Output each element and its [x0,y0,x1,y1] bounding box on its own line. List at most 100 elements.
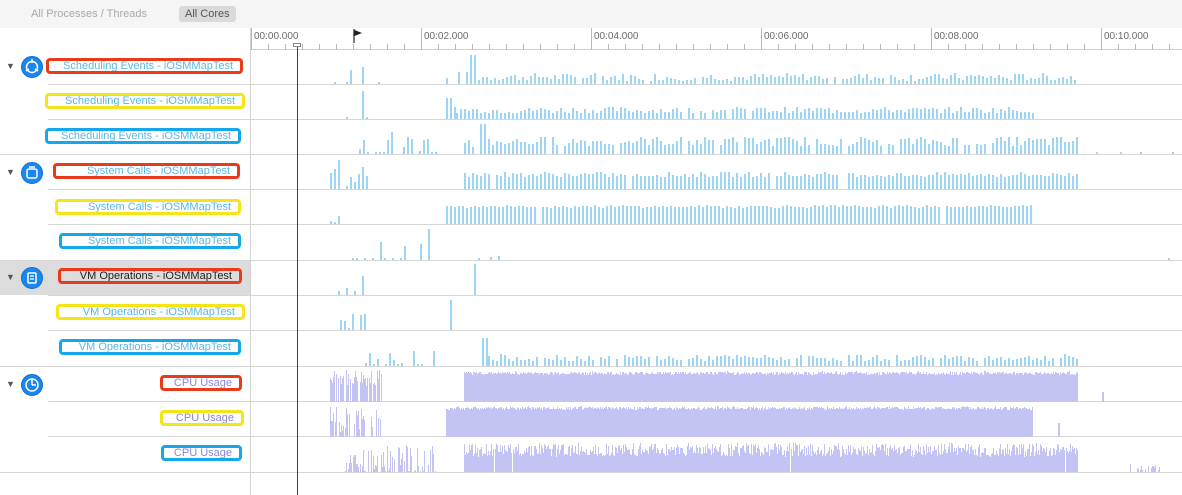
event-bar [1026,80,1028,84]
disclosure-triangle-icon[interactable]: ▼ [6,167,15,177]
cpu-sample [849,451,850,472]
cpu-sample [824,444,825,472]
track-row[interactable]: ▼ Scheduling Events - iOSMMapTest [0,50,1182,85]
track-row[interactable]: CPU Usage [0,437,1182,473]
cpu-sample [517,373,518,402]
event-bar [552,136,554,154]
track-row[interactable]: Scheduling Events - iOSMMapTest [0,120,1182,155]
disclosure-triangle-icon[interactable]: ▼ [6,272,15,282]
cpu-sample [457,407,458,437]
event-bar [688,359,690,366]
cpu-sample [725,407,726,437]
event-bar [880,109,882,119]
cpu-sample [992,452,993,472]
cpu-sample [515,408,516,437]
cpu-sample [1008,409,1009,437]
cpu-sample [478,408,479,437]
event-track[interactable] [251,52,1182,84]
event-track[interactable] [251,227,1182,260]
track-label[interactable]: VM Operations - iOSMMapTest [58,268,242,284]
track-row[interactable]: Scheduling Events - iOSMMapTest [0,85,1182,120]
track-label[interactable]: VM Operations - iOSMMapTest [59,339,241,355]
cpu-sample [490,406,491,437]
cpu-track[interactable] [251,368,1182,402]
cpu-sample [680,371,681,402]
cpu-sample [693,373,694,402]
cpu-sample [764,373,765,402]
cpu-sample [486,373,487,402]
track-label[interactable]: Scheduling Events - iOSMMapTest [45,93,245,109]
playhead-handle[interactable] [293,43,301,47]
event-bar [596,140,598,154]
event-track[interactable] [251,192,1182,224]
cpu-sample [545,372,546,402]
event-bar [624,141,626,154]
event-bar [338,159,340,189]
track-row[interactable]: VM Operations - iOSMMapTest [0,331,1182,367]
all-cores-scope-button[interactable]: All Cores [179,6,236,22]
cpu-sample [527,452,528,472]
track-label[interactable]: CPU Usage [160,375,242,391]
event-bar [1014,73,1016,84]
cpu-sample [773,371,774,402]
event-track[interactable] [251,262,1182,295]
playhead[interactable] [297,44,298,495]
track-row[interactable]: ▼ System Calls - iOSMMapTest [0,155,1182,190]
cpu-sample [950,371,951,402]
event-track[interactable] [251,157,1182,189]
cpu-sample [1076,371,1077,402]
cpu-sample [1152,466,1153,472]
disclosure-triangle-icon[interactable]: ▼ [6,379,15,389]
cpu-sample [1020,373,1021,402]
track-label[interactable]: CPU Usage [160,410,244,426]
track-label[interactable]: VM Operations - iOSMMapTest [56,304,245,320]
track-label[interactable]: System Calls - iOSMMapTest [53,163,240,179]
cpu-sample [880,449,881,472]
cpu-sample [1006,406,1007,437]
event-track[interactable] [251,122,1182,154]
event-bar [584,141,586,154]
event-track[interactable] [251,87,1182,119]
event-bar [712,176,714,189]
cpu-sample [516,447,517,472]
cpu-sample [528,372,529,402]
cpu-sample [975,408,976,437]
cpu-sample [715,446,716,472]
event-bar [546,206,548,224]
sidebar-divider[interactable] [250,28,251,495]
track-row[interactable]: VM Operations - iOSMMapTest [0,296,1182,331]
cpu-sample [689,372,690,402]
track-row[interactable]: ▼ VM Operations - iOSMMapTest [0,261,1182,296]
cpu-sample [935,407,936,437]
cpu-sample [953,452,954,472]
track-row[interactable]: System Calls - iOSMMapTest [0,190,1182,225]
cpu-track[interactable] [251,438,1182,472]
track-label[interactable]: Scheduling Events - iOSMMapTest [45,128,241,144]
all-processes-scope-button[interactable]: All Processes / Threads [31,8,147,20]
cpu-sample [684,453,685,472]
event-bar [468,139,470,154]
disclosure-triangle-icon[interactable]: ▼ [6,61,15,71]
track-label[interactable]: System Calls - iOSMMapTest [59,233,241,249]
event-bar [958,78,960,84]
event-bar [1020,357,1022,366]
cpu-sample [952,444,953,472]
cpu-sample [480,372,481,402]
event-track[interactable] [251,298,1182,330]
event-bar [764,177,766,189]
cpu-sample [558,444,559,472]
cpu-sample [474,372,475,402]
cpu-sample [461,408,462,437]
event-track[interactable] [251,333,1182,366]
timeline-ruler[interactable]: 00:00.000 00:02.000 00:04.000 00:06.000 … [251,28,1182,50]
cpu-sample [355,371,356,402]
track-label[interactable]: Scheduling Events - iOSMMapTest [46,58,243,74]
cpu-track[interactable] [251,403,1182,437]
cpu-sample [639,372,640,402]
track-label[interactable]: System Calls - iOSMMapTest [55,199,241,215]
flag-icon[interactable] [353,29,363,43]
track-label[interactable]: CPU Usage [161,445,242,461]
cpu-sample [938,406,939,437]
cpu-sample [871,452,872,472]
track-row[interactable]: System Calls - iOSMMapTest [0,225,1182,261]
